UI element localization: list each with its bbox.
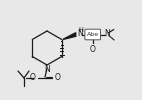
- FancyBboxPatch shape: [85, 29, 101, 40]
- Text: Abe: Abe: [87, 32, 99, 37]
- Text: N: N: [104, 30, 110, 38]
- Polygon shape: [63, 33, 76, 40]
- Text: O: O: [30, 74, 36, 82]
- Text: O: O: [55, 74, 60, 82]
- Text: N: N: [77, 28, 83, 38]
- Text: O: O: [90, 45, 96, 54]
- Text: H: H: [78, 26, 83, 32]
- Text: N: N: [44, 66, 50, 74]
